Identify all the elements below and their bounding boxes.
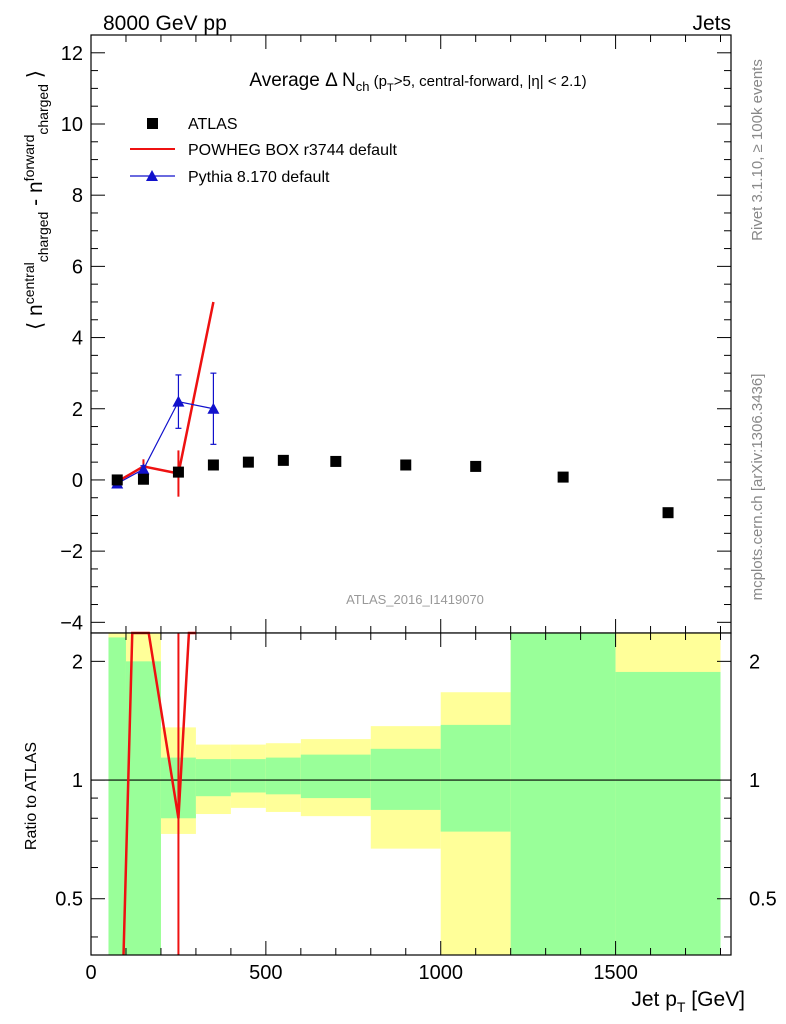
ratio-ytick-label: 2 — [72, 651, 83, 673]
ratio-ytick-label-right: 2 — [749, 651, 760, 673]
ratio-plot-panel: 0.5 0.5 1 1 2 2 0 500 1000 1500 — [55, 631, 777, 984]
legend-atlas-label: ATLAS — [188, 116, 238, 133]
atlas-point — [400, 459, 412, 471]
main-ytick-label: 8 — [72, 185, 83, 207]
ratio-stat-band — [370, 748, 441, 810]
ratio-stat-band — [440, 724, 511, 832]
legend-atlas-marker — [147, 118, 158, 129]
legend: ATLAS POWHEG BOX r3744 default Pythia 8.… — [130, 116, 398, 186]
ratio-ytick-label: 1 — [72, 770, 83, 792]
ratio-stat-band — [510, 633, 616, 955]
analysis-id: ATLAS_2016_I1419070 — [346, 592, 484, 607]
atlas-point — [242, 456, 254, 468]
pythia-line — [116, 400, 214, 485]
ratio-stat-band — [195, 759, 231, 797]
ratio-stat-band — [230, 759, 266, 793]
ratio-uncertainty-bands — [108, 633, 721, 955]
atlas-point — [330, 455, 342, 467]
main-ytick-label: −4 — [60, 612, 83, 634]
mcplots-label: mcplots.cern.ch [arXiv:1306.3436] — [749, 374, 766, 601]
main-title: Average Δ Nch (pT>5, central-forward, |η… — [249, 70, 586, 94]
powheg-line — [116, 301, 215, 483]
header-left: 8000 GeV pp — [103, 12, 227, 35]
ratio-stat-band — [615, 671, 721, 955]
main-ytick-label: 0 — [72, 470, 83, 492]
ratio-stat-band — [125, 661, 161, 955]
pythia-point — [207, 402, 220, 414]
rivet-label: Rivet 3.1.10, ≥ 100k events — [749, 59, 766, 241]
atlas-point — [662, 507, 674, 519]
ratio-axis-ticks: 0.5 0.5 1 1 2 2 0 500 1000 1500 — [55, 633, 777, 984]
atlas-point — [207, 459, 219, 471]
pythia-point — [172, 395, 185, 407]
ratio-ytick-label-right: 1 — [749, 770, 760, 792]
legend-powheg-label: POWHEG BOX r3744 default — [188, 142, 398, 159]
main-ytick-label: 4 — [72, 328, 83, 350]
ratio-xtick-label: 1500 — [593, 962, 638, 984]
ratio-xtick-label: 1000 — [418, 962, 463, 984]
ratio-ylabel: Ratio to ATLAS — [23, 742, 40, 850]
header-right: Jets — [692, 12, 731, 35]
atlas-point — [111, 474, 123, 486]
atlas-point — [137, 473, 149, 485]
ratio-xtick-label: 0 — [85, 962, 96, 984]
atlas-point — [557, 471, 569, 483]
atlas-point — [277, 454, 289, 466]
main-ytick-label: 2 — [72, 399, 83, 421]
main-ytick-label: 6 — [72, 256, 83, 278]
svg-text:⟨ ncentralcharged - nforwardch: ⟨ ncentralcharged - nforwardcharged ⟩ — [21, 70, 51, 330]
ratio-stat-band — [265, 757, 301, 795]
atlas-point — [172, 466, 184, 478]
ratio-xtick-label: 500 — [249, 962, 282, 984]
ratio-stat-band — [108, 637, 126, 955]
ratio-frame — [90, 632, 732, 956]
main-plot-panel: −4 −2 0 2 4 6 8 10 12 — [60, 34, 732, 634]
legend-pythia-label: Pythia 8.170 default — [188, 169, 330, 186]
main-ytick-label: 12 — [61, 43, 83, 65]
atlas-point — [470, 460, 482, 472]
ratio-ytick-label-right: 0.5 — [749, 889, 777, 911]
main-ytick-label: −2 — [60, 541, 83, 563]
pythia-point — [137, 463, 150, 475]
legend-pythia-marker — [146, 170, 158, 181]
ratio-stat-band — [300, 754, 371, 799]
main-ylabel: ⟨ ncentralcharged - nforwardcharged ⟩ — [21, 70, 51, 330]
x-axis-label: Jet pT [GeV] — [631, 988, 745, 1015]
main-ytick-label: 10 — [61, 114, 83, 136]
ratio-ytick-label: 0.5 — [55, 889, 83, 911]
